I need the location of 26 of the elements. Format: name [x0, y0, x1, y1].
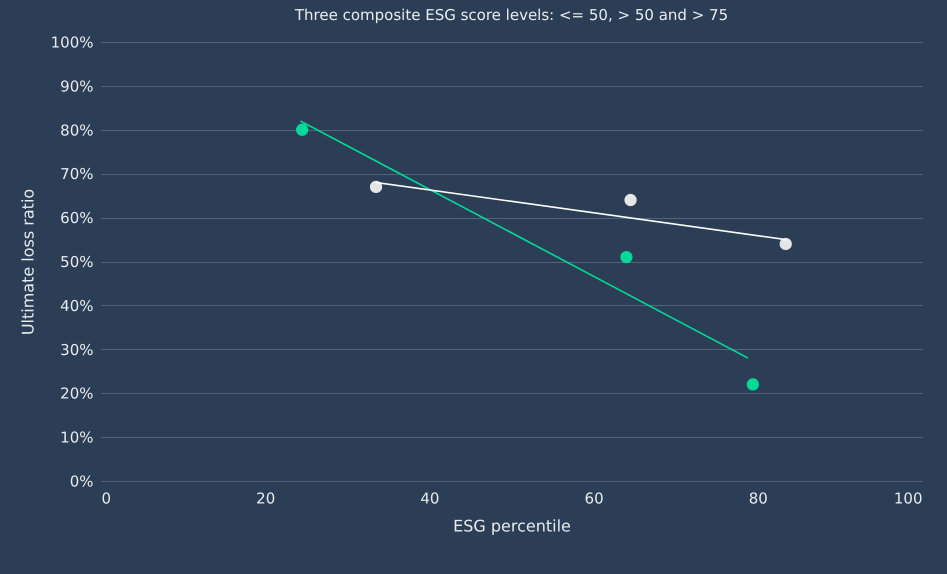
y-tick-label: 50%	[60, 253, 94, 271]
x-tick-label: 20	[256, 490, 276, 508]
y-tick-label: 90%	[60, 77, 94, 96]
point	[746, 378, 759, 391]
x-tick-label: 60	[584, 490, 604, 508]
point	[296, 124, 308, 136]
point	[370, 180, 382, 193]
point	[780, 238, 792, 250]
y-axis-title: Ultimate loss ratio	[18, 188, 38, 336]
y-tick-label: 80%	[60, 121, 94, 140]
y-tick-label: 60%	[60, 209, 94, 228]
y-tick-label: 0%	[70, 472, 94, 490]
x-axis-title: ESG percentile	[453, 516, 571, 536]
x-tick-label: 0	[102, 490, 112, 508]
point	[624, 194, 637, 206]
x-tick-label: 80	[748, 490, 768, 508]
point	[620, 251, 633, 264]
y-tick-label: 70%	[60, 165, 94, 184]
y-tick-label: 20%	[60, 384, 94, 403]
y-tick-label: 10%	[60, 428, 94, 447]
y-tick-label: 100%	[50, 34, 94, 52]
chart-title: Three composite ESG score levels: <= 50, > 50 and > 75	[294, 6, 728, 24]
x-tick-label: 40	[420, 490, 440, 508]
y-tick-label: 40%	[60, 296, 94, 315]
x-tick-label: 100	[894, 490, 922, 508]
y-tick-label: 30%	[60, 340, 94, 359]
